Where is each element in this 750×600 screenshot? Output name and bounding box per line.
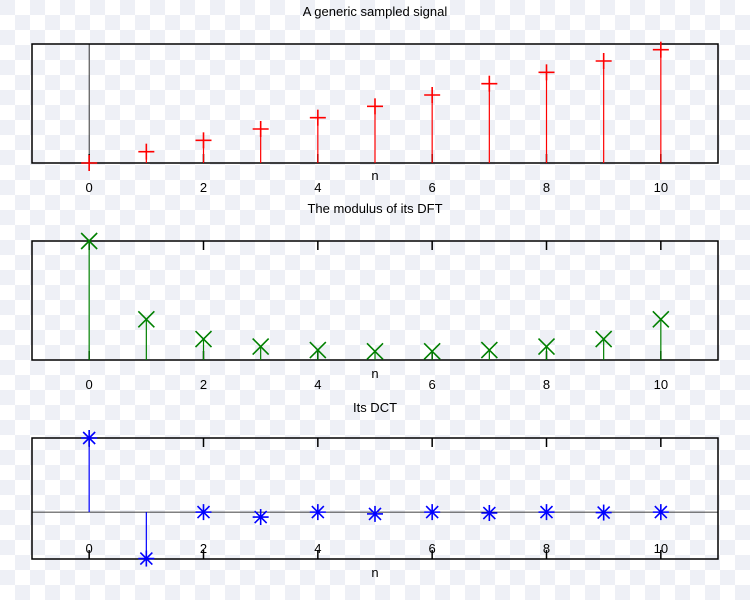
marker-10 bbox=[652, 41, 669, 58]
marker-10-b bbox=[652, 310, 670, 328]
x-tick-label-4: 4 bbox=[314, 180, 321, 195]
x-tick-label-0: 0 bbox=[86, 377, 93, 392]
marker-4 bbox=[309, 109, 326, 126]
x-tick-label-0: 0 bbox=[86, 180, 93, 195]
marker-10 bbox=[652, 504, 669, 521]
x-tick-label-6: 6 bbox=[429, 180, 436, 195]
x-tick-label-2: 2 bbox=[200, 180, 207, 195]
marker-2 bbox=[195, 504, 212, 521]
x-tick-label-2: 2 bbox=[200, 541, 207, 556]
x-axis-label: n bbox=[371, 565, 378, 580]
x-tick-label-8: 8 bbox=[543, 377, 550, 392]
marker-6-b bbox=[423, 342, 441, 360]
x-tick-label-8: 8 bbox=[543, 180, 550, 195]
plot-frame bbox=[31, 240, 719, 361]
marker-1-b bbox=[139, 551, 153, 566]
marker-0-b bbox=[82, 431, 96, 445]
signal-panel: A generic sampled signal 0 2 4 6 8 10 n bbox=[31, 4, 719, 195]
marker-1 bbox=[138, 143, 155, 160]
x-tick-label-0: 0 bbox=[86, 541, 93, 556]
marker-4 bbox=[309, 341, 327, 359]
marker-0 bbox=[81, 430, 98, 446]
x-tick-label-6: 6 bbox=[429, 541, 436, 556]
marker-2 bbox=[195, 132, 212, 149]
marker-3 bbox=[252, 509, 269, 526]
x-tick-label-4: 4 bbox=[314, 377, 321, 392]
marker-7-b bbox=[480, 341, 498, 359]
marker-7-b bbox=[482, 506, 496, 520]
signal-title: A generic sampled signal bbox=[303, 4, 448, 19]
x-tick-label-8: 8 bbox=[543, 541, 550, 556]
marker-4-b bbox=[309, 341, 327, 359]
marker-1-b bbox=[137, 310, 155, 328]
marker-7 bbox=[480, 341, 498, 359]
marker-5-b bbox=[366, 342, 384, 360]
marker-1 bbox=[138, 550, 155, 567]
marker-7 bbox=[481, 505, 498, 522]
marker-6 bbox=[424, 87, 441, 103]
dft-panel: The modulus of its DFT 0 2 4 6 8 10 n bbox=[31, 201, 719, 392]
marker-4-b bbox=[311, 505, 325, 519]
marker-9-b bbox=[597, 505, 611, 520]
marker-10 bbox=[652, 310, 670, 328]
marker-7 bbox=[481, 75, 498, 92]
marker-9 bbox=[595, 504, 612, 521]
marker-6-b bbox=[425, 505, 439, 519]
marker-3 bbox=[252, 338, 270, 356]
marker-2-b bbox=[196, 505, 211, 519]
marker-3-b bbox=[254, 510, 268, 524]
marker-9 bbox=[595, 330, 613, 348]
x-tick-label-10: 10 bbox=[654, 377, 668, 392]
marker-6 bbox=[424, 504, 441, 521]
marker-6 bbox=[423, 342, 441, 360]
marker-5 bbox=[367, 98, 383, 115]
x-axis-label: n bbox=[371, 168, 378, 183]
marker-5 bbox=[366, 342, 384, 360]
x-tick-label-10: 10 bbox=[654, 180, 668, 195]
marker-0 bbox=[80, 232, 98, 250]
marker-2-b bbox=[194, 330, 213, 348]
marker-3 bbox=[252, 121, 269, 137]
marker-4 bbox=[309, 504, 326, 521]
marker-3-b bbox=[252, 338, 270, 356]
marker-5-b bbox=[368, 507, 382, 521]
marker-0 bbox=[81, 155, 98, 171]
x-tick-label-4: 4 bbox=[314, 541, 321, 556]
marker-10-b bbox=[654, 505, 668, 519]
marker-2 bbox=[194, 330, 213, 348]
marker-9 bbox=[595, 53, 612, 69]
dft-title: The modulus of its DFT bbox=[307, 201, 442, 216]
x-tick-label-2: 2 bbox=[200, 377, 207, 392]
marker-8 bbox=[538, 504, 555, 521]
marker-0-b bbox=[80, 232, 98, 250]
x-axis-label: n bbox=[371, 366, 378, 381]
marker-8-b bbox=[539, 505, 554, 519]
marker-8 bbox=[538, 64, 555, 81]
marker-8-b bbox=[537, 338, 556, 356]
marker-1 bbox=[137, 310, 155, 328]
plot-frame bbox=[31, 437, 719, 560]
marker-9-b bbox=[595, 330, 613, 348]
marker-8 bbox=[537, 338, 556, 356]
x-tick-label-6: 6 bbox=[429, 377, 436, 392]
marker-5 bbox=[367, 505, 383, 522]
dct-title: Its DCT bbox=[353, 400, 397, 415]
dct-panel: Its DCT 0 2 4 6 8 10 n bbox=[31, 400, 719, 580]
x-tick-label-10: 10 bbox=[654, 541, 668, 556]
